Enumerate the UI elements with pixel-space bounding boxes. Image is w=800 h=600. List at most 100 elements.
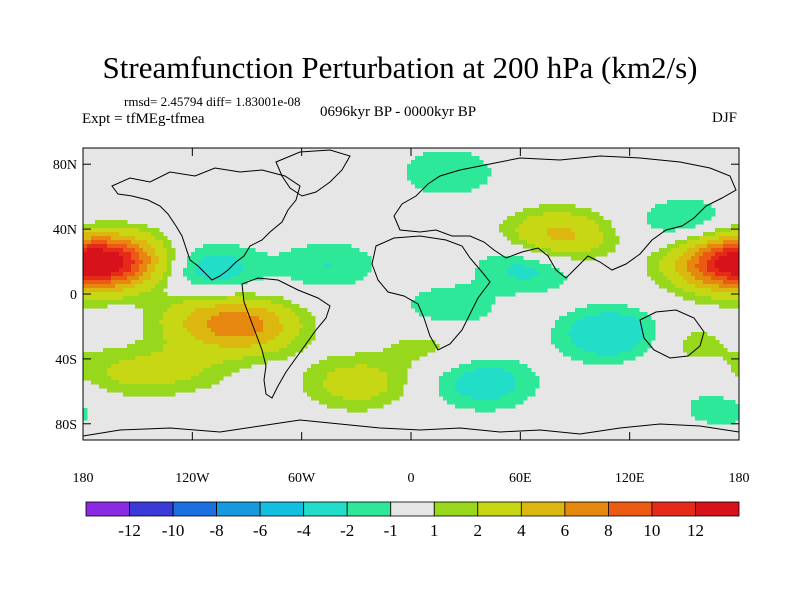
- field-cell: [719, 252, 724, 257]
- field-cell: [375, 352, 380, 357]
- field-cell: [579, 256, 584, 261]
- field-cell: [483, 300, 488, 305]
- field-cell: [707, 264, 712, 269]
- field-cell: [199, 368, 204, 373]
- field-cell: [647, 316, 652, 321]
- field-cell: [191, 336, 196, 341]
- field-cell: [395, 392, 400, 397]
- field-cell: [495, 256, 500, 261]
- field-cell: [195, 256, 200, 261]
- field-cell: [731, 224, 736, 229]
- field-cell: [475, 308, 480, 313]
- field-cell: [695, 344, 700, 349]
- field-cell: [731, 232, 736, 237]
- field-cell: [735, 372, 739, 377]
- field-cell: [143, 384, 148, 389]
- field-cell: [447, 152, 452, 157]
- field-cell: [355, 256, 360, 261]
- field-cell: [575, 316, 580, 321]
- field-cell: [547, 268, 552, 273]
- field-cell: [271, 296, 276, 301]
- field-cell: [727, 248, 732, 253]
- field-cell: [111, 380, 116, 385]
- field-cell: [275, 260, 280, 265]
- field-cell: [455, 300, 460, 305]
- field-cell: [659, 260, 664, 265]
- field-cell: [143, 224, 148, 229]
- field-cell: [123, 376, 128, 381]
- field-cell: [139, 236, 144, 241]
- field-cell: [695, 244, 700, 249]
- field-cell: [251, 352, 256, 357]
- field-cell: [203, 352, 208, 357]
- field-cell: [619, 356, 624, 361]
- field-cell: [171, 256, 176, 261]
- field-cell: [695, 340, 700, 345]
- field-cell: [719, 416, 724, 421]
- field-cell: [95, 248, 100, 253]
- field-cell: [459, 176, 464, 181]
- field-cell: [595, 332, 600, 337]
- field-cell: [719, 248, 724, 253]
- field-cell: [627, 356, 632, 361]
- field-cell: [727, 252, 732, 257]
- field-cell: [727, 400, 732, 405]
- field-cell: [647, 340, 652, 345]
- field-cell: [607, 320, 612, 325]
- field-cell: [303, 312, 308, 317]
- field-cell: [563, 244, 568, 249]
- field-cell: [207, 316, 212, 321]
- field-cell: [427, 156, 432, 161]
- field-cell: [623, 328, 628, 333]
- field-cell: [143, 324, 148, 329]
- field-cell: [163, 304, 168, 309]
- field-cell: [295, 336, 300, 341]
- field-cell: [571, 224, 576, 229]
- field-cell: [203, 360, 208, 365]
- field-cell: [711, 400, 716, 405]
- field-cell: [367, 360, 372, 365]
- field-cell: [643, 348, 648, 353]
- field-cell: [415, 172, 420, 177]
- field-cell: [123, 280, 128, 285]
- field-cell: [147, 320, 152, 325]
- field-cell: [687, 216, 692, 221]
- field-cell: [683, 272, 688, 277]
- field-cell: [135, 376, 140, 381]
- field-cell: [307, 260, 312, 265]
- field-cell: [203, 332, 208, 337]
- field-cell: [443, 180, 448, 185]
- field-cell: [111, 232, 116, 237]
- field-cell: [391, 368, 396, 373]
- field-cell: [383, 396, 388, 401]
- field-cell: [499, 276, 504, 281]
- field-cell: [215, 296, 220, 301]
- field-cell: [347, 248, 352, 253]
- field-cell: [703, 340, 708, 345]
- field-cell: [607, 352, 612, 357]
- field-cell: [219, 332, 224, 337]
- field-cell: [103, 220, 108, 225]
- field-cell: [579, 332, 584, 337]
- field-cell: [215, 244, 220, 249]
- field-cell: [223, 252, 228, 257]
- field-cell: [727, 268, 732, 273]
- field-cell: [611, 336, 616, 341]
- field-cell: [543, 268, 548, 273]
- field-cell: [399, 392, 404, 397]
- field-cell: [483, 296, 488, 301]
- field-cell: [159, 392, 164, 397]
- field-cell: [159, 288, 164, 293]
- field-cell: [143, 392, 148, 397]
- field-cell: [195, 260, 200, 265]
- field-cell: [575, 232, 580, 237]
- field-cell: [211, 372, 216, 377]
- field-cell: [443, 396, 448, 401]
- field-cell: [279, 260, 284, 265]
- field-cell: [347, 368, 352, 373]
- field-cell: [163, 376, 168, 381]
- field-cell: [115, 280, 120, 285]
- field-cell: [511, 404, 516, 409]
- field-cell: [731, 248, 736, 253]
- field-cell: [623, 348, 628, 353]
